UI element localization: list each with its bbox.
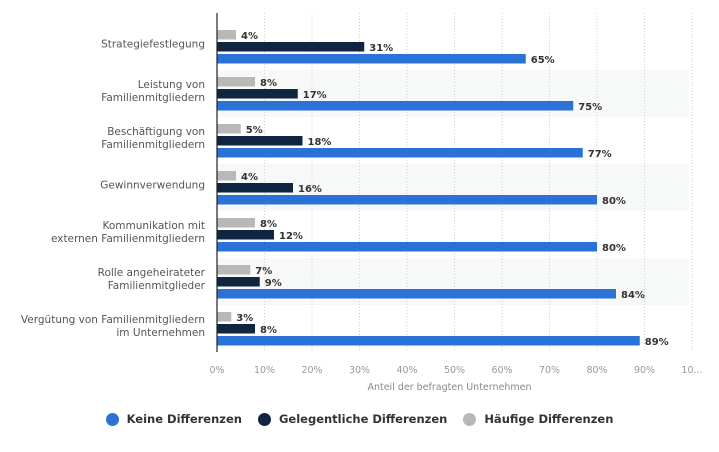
x-tick-labels: 0% 10% 20% 30% 40% 50% 60% 70% 80% 90% 10... bbox=[209, 365, 702, 376]
x-axis-title: Anteil der befragten Unternehmen bbox=[367, 382, 531, 393]
x-tick-label: 10... bbox=[681, 365, 702, 376]
category-label: Rolle angeheirateter bbox=[98, 267, 206, 279]
category-label: im Unternehmen bbox=[116, 327, 205, 339]
data-label: 16% bbox=[298, 184, 322, 195]
bar bbox=[217, 77, 255, 87]
data-label: 31% bbox=[369, 43, 393, 54]
legend-label: Keine Differenzen bbox=[126, 412, 242, 426]
bar bbox=[217, 277, 260, 287]
bar bbox=[217, 148, 583, 158]
data-label: 84% bbox=[621, 290, 645, 301]
legend-label: Häufige Differenzen bbox=[484, 412, 614, 426]
bar bbox=[217, 171, 236, 181]
data-label: 8% bbox=[260, 219, 277, 230]
bar bbox=[217, 242, 597, 252]
bar bbox=[217, 265, 251, 275]
bar-chart: 4%31%65%8%17%75%5%18%77%4%16%80%8%12%80%… bbox=[21, 13, 703, 393]
x-tick-label: 80% bbox=[586, 365, 607, 376]
x-tick-label: 90% bbox=[634, 365, 655, 376]
legend-item-haeufige[interactable]: Häufige Differenzen bbox=[463, 412, 613, 426]
data-label: 8% bbox=[260, 78, 277, 89]
x-tick-label: 10% bbox=[254, 365, 275, 376]
bar bbox=[217, 230, 274, 240]
legend-dot-icon bbox=[257, 412, 271, 426]
category-label: Kommunikation mit bbox=[102, 220, 205, 232]
legend-item-keine[interactable]: Keine Differenzen bbox=[105, 412, 242, 426]
category-label: Familienmitgliedern bbox=[101, 92, 205, 104]
legend-dot-icon bbox=[463, 412, 477, 426]
data-label: 3% bbox=[236, 313, 253, 324]
legend: Keine Differenzen Gelegentliche Differen… bbox=[0, 412, 719, 426]
legend-label: Gelegentliche Differenzen bbox=[278, 412, 448, 426]
data-label: 4% bbox=[241, 172, 258, 183]
bar bbox=[217, 42, 365, 52]
data-label: 12% bbox=[279, 231, 303, 242]
data-label: 89% bbox=[645, 337, 669, 348]
data-label: 7% bbox=[255, 266, 272, 277]
x-tick-label: 70% bbox=[539, 365, 560, 376]
category-label: Leistung von bbox=[138, 79, 205, 91]
category-label: Familienmitgliedern bbox=[101, 139, 205, 151]
bar bbox=[217, 30, 236, 40]
data-label: 18% bbox=[308, 137, 332, 148]
x-tick-label: 0% bbox=[209, 365, 224, 376]
bar bbox=[217, 101, 574, 111]
bar bbox=[217, 183, 293, 193]
bar bbox=[217, 195, 597, 205]
data-label: 77% bbox=[588, 149, 612, 160]
data-label: 80% bbox=[602, 243, 626, 254]
bars: 4%31%65%8%17%75%5%18%77%4%16%80%8%12%80%… bbox=[217, 30, 669, 348]
category-label: Familienmitglieder bbox=[108, 280, 206, 292]
x-tick-label: 40% bbox=[396, 365, 417, 376]
data-label: 5% bbox=[246, 125, 263, 136]
category-label: Vergütung von Familienmitgliedern bbox=[21, 314, 205, 326]
data-label: 4% bbox=[241, 31, 258, 42]
legend-item-gelegentliche[interactable]: Gelegentliche Differenzen bbox=[257, 412, 448, 426]
category-label: Strategiefestlegung bbox=[101, 39, 205, 51]
category-bands bbox=[217, 70, 689, 305]
data-label: 9% bbox=[265, 278, 282, 289]
data-label: 75% bbox=[578, 102, 602, 113]
data-label: 8% bbox=[260, 325, 277, 336]
data-label: 17% bbox=[303, 90, 327, 101]
bar bbox=[217, 312, 232, 322]
category-label: Gewinnverwendung bbox=[100, 180, 205, 192]
x-tick-label: 20% bbox=[301, 365, 322, 376]
legend-dot-icon bbox=[105, 412, 119, 426]
x-tick-label: 60% bbox=[491, 365, 512, 376]
x-tick-label: 30% bbox=[349, 365, 370, 376]
bar bbox=[217, 89, 298, 99]
bar bbox=[217, 218, 255, 228]
category-label: Beschäftigung von bbox=[107, 126, 205, 138]
data-label: 65% bbox=[531, 55, 555, 66]
bar bbox=[217, 324, 255, 334]
bar bbox=[217, 336, 640, 346]
bar bbox=[217, 54, 526, 64]
bar bbox=[217, 289, 616, 299]
bar bbox=[217, 124, 241, 134]
bar bbox=[217, 136, 303, 146]
category-label: externen Familienmitgliedern bbox=[51, 233, 205, 245]
data-label: 80% bbox=[602, 196, 626, 207]
x-tick-label: 50% bbox=[444, 365, 465, 376]
